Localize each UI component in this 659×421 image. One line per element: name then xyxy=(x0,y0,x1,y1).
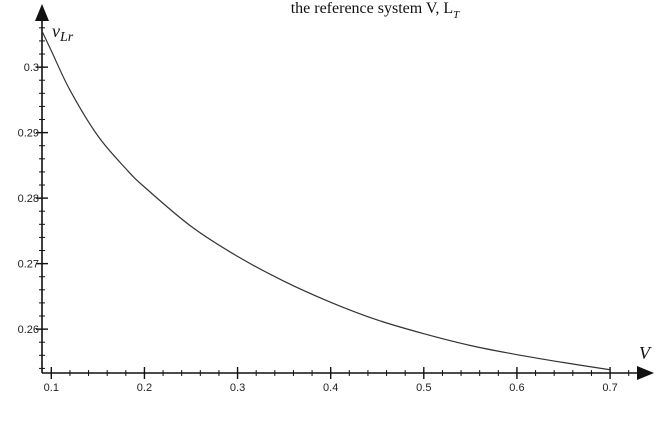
x-tick-label: 0.2 xyxy=(137,382,152,394)
y-tick-label: 0.28 xyxy=(18,193,39,205)
y-tick-label: 0.29 xyxy=(18,128,39,140)
x-tick-label: 0.5 xyxy=(416,382,431,394)
x-tick-label: 0.3 xyxy=(230,382,245,394)
chart-title: the reference system V, LT xyxy=(291,0,460,21)
x-axis-arrow xyxy=(637,366,654,380)
y-axis-label-symbol: ν xyxy=(52,21,60,41)
y-axis-label: νLr xyxy=(52,21,74,45)
chart-title-subscript: T xyxy=(453,9,460,21)
y-tick-label: 0.27 xyxy=(18,259,39,271)
series-line xyxy=(41,30,611,371)
x-tick-label: 0.4 xyxy=(323,382,338,394)
y-tick-label: 0.26 xyxy=(18,324,39,336)
chart-title-text: the reference system V, L xyxy=(291,0,453,17)
y-tick-label: 0.3 xyxy=(24,62,39,74)
y-axis-label-subscript: Lr xyxy=(59,30,74,45)
major-ticks xyxy=(36,66,611,379)
x-tick-label: 0.1 xyxy=(44,382,59,394)
x-axis-label: V xyxy=(639,343,652,363)
minor-ticks xyxy=(39,27,630,376)
x-tick-label: 0.6 xyxy=(509,382,524,394)
tick-labels: 0.1 0.2 0.3 0.4 0.5 0.6 0.7 0.26 0.27 0.28 0.29 0.3 xyxy=(18,62,618,394)
y-axis-arrow xyxy=(35,4,49,21)
x-tick-label: 0.7 xyxy=(602,382,617,394)
